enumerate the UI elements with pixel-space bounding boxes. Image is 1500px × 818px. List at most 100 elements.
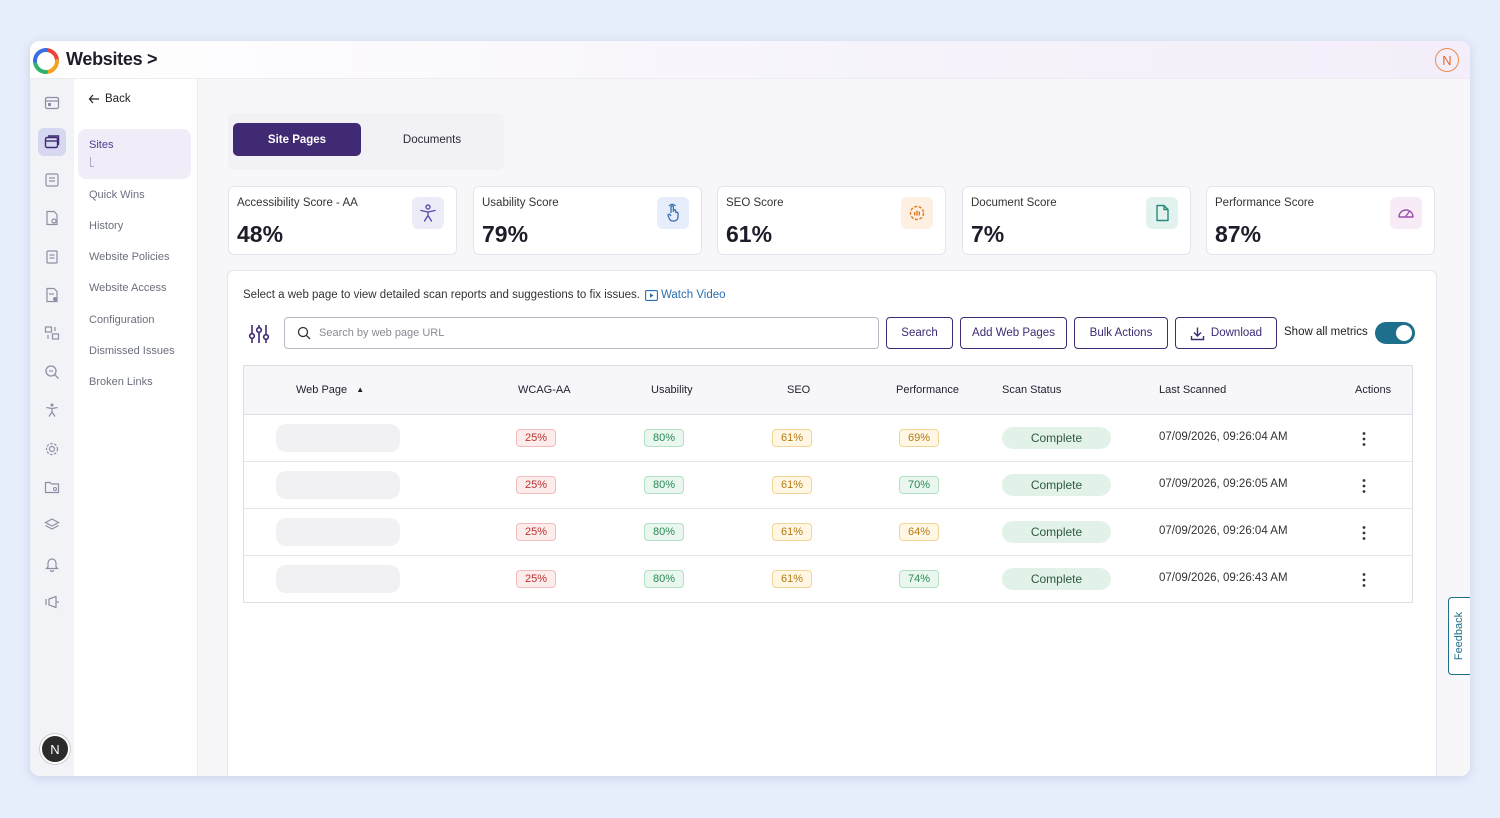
table-row[interactable]: 25% 80% 61% 64% Complete 07/09/2026, 09:… [244,509,1412,556]
tab-documents[interactable]: Documents [402,133,462,146]
sidebar-item-label: Sites [89,139,114,151]
score-label: Accessibility Score - AA [237,197,358,209]
col-scan-status[interactable]: Scan Status [1002,384,1062,396]
sidebar-item-dismissed-issues[interactable]: Dismissed Issues [89,345,175,357]
wcag-score-badge: 25% [516,429,556,447]
sidebar-item-website-policies[interactable]: Website Policies [89,251,170,263]
show-metrics-toggle[interactable] [1375,322,1415,344]
score-card-document[interactable]: Document Score 7% [962,186,1191,255]
wcag-score-badge: 25% [516,570,556,588]
filter-sliders-icon[interactable] [248,323,270,345]
app-logo-icon[interactable] [33,48,59,74]
score-label: Usability Score [482,197,559,209]
last-scanned-value: 07/09/2026, 09:26:43 AM [1159,572,1288,584]
seo-score-badge: 61% [772,429,812,447]
web-page-url-placeholder[interactable] [276,471,400,499]
websites-icon[interactable] [38,128,66,156]
more-actions-icon[interactable] [1360,431,1368,447]
add-web-pages-button[interactable]: Add Web Pages [960,317,1067,349]
accessibility-icon [412,197,444,229]
folder-icon[interactable] [38,473,66,501]
performance-score-badge: 69% [899,429,939,447]
app-window: Websites > N [30,41,1470,776]
megaphone-icon[interactable] [38,588,66,616]
sidebar-item-broken-links[interactable]: Broken Links [89,376,153,388]
web-page-url-placeholder[interactable] [276,424,400,452]
col-wcag[interactable]: WCAG-AA [518,384,571,396]
settings-icon[interactable] [38,435,66,463]
arrow-left-icon [88,94,99,104]
bulk-actions-button[interactable]: Bulk Actions [1074,317,1168,349]
sidebar-item-history[interactable]: History [89,220,124,232]
col-seo[interactable]: SEO [787,384,811,396]
web-page-url-placeholder[interactable] [276,565,400,593]
document-scan-icon[interactable] [38,204,66,232]
table-header: Web Page ▲ WCAG-AA Usability SEO Perform… [244,366,1412,415]
score-label: Document Score [971,197,1057,209]
table-row[interactable]: 25% 80% 61% 74% Complete 07/09/2026, 09:… [244,556,1412,603]
document-icon [1146,197,1178,229]
sidebar-item-sites[interactable]: Sites [78,129,191,179]
col-web-page[interactable]: Web Page ▲ [296,384,364,396]
top-bar: Websites > N [30,41,1470,79]
rail-user-avatar[interactable]: N [40,734,70,764]
bell-icon[interactable] [38,550,66,578]
back-button[interactable]: Back [88,93,131,105]
table-row[interactable]: 25% 80% 61% 70% Complete 07/09/2026, 09:… [244,462,1412,509]
search-scan-icon[interactable] [38,358,66,386]
table-row[interactable]: 25% 80% 61% 69% Complete 07/09/2026, 09:… [244,415,1412,462]
page-icon[interactable] [38,243,66,271]
col-last-scanned[interactable]: Last Scanned [1159,384,1227,396]
score-value: 48% [237,221,284,247]
score-card-performance[interactable]: Performance Score 87% [1206,186,1435,255]
last-scanned-value: 07/09/2026, 09:26:05 AM [1159,478,1288,490]
wcag-score-badge: 25% [516,476,556,494]
tab-site-pages[interactable]: Site Pages [233,123,361,156]
search-icon [297,326,311,340]
col-usability[interactable]: Usability [651,384,693,396]
search-input[interactable] [319,327,859,339]
sidebar-item-configuration[interactable]: Configuration [89,314,155,326]
sidebar-item-quick-wins[interactable]: Quick Wins [89,189,145,201]
scan-status-badge: Complete [1002,427,1111,449]
more-actions-icon[interactable] [1360,478,1368,494]
intro-text: Select a web page to view detailed scan … [243,289,726,301]
main-content: Site Pages Documents Accessibility Score… [198,79,1470,776]
more-actions-icon[interactable] [1360,525,1368,541]
compare-icon[interactable] [38,319,66,347]
sort-asc-icon[interactable]: ▲ [356,385,365,394]
scan-status-badge: Complete [1002,474,1111,496]
score-card-usability[interactable]: Usability Score 79% [473,186,702,255]
last-scanned-value: 07/09/2026, 09:26:04 AM [1159,525,1288,537]
download-button[interactable]: Download [1175,317,1277,349]
user-avatar[interactable]: N [1435,48,1459,72]
feedback-tab[interactable]: Feedback [1448,597,1470,675]
search-field[interactable] [284,317,879,349]
usability-score-badge: 80% [644,429,684,447]
watch-video-link[interactable]: Watch Video [645,289,726,301]
page-title[interactable]: Websites > [66,49,158,69]
more-actions-icon[interactable] [1360,572,1368,588]
tab-bar: Site Pages Documents [228,113,504,170]
score-card-seo[interactable]: SEO Score 61% [717,186,946,255]
search-button[interactable]: Search [886,317,953,349]
file-check-icon[interactable] [38,281,66,309]
reports-icon[interactable] [38,166,66,194]
show-metrics-label: Show all metrics [1284,326,1368,338]
speedometer-icon [1390,197,1422,229]
score-card-accessibility[interactable]: Accessibility Score - AA 48% [228,186,457,255]
sidebar-item-website-access[interactable]: Website Access [89,282,167,294]
performance-score-badge: 74% [899,570,939,588]
col-performance[interactable]: Performance [896,384,959,396]
sub-navigation: Back Sites Quick Wins History Website Po… [74,79,198,776]
web-page-url-placeholder[interactable] [276,518,400,546]
seo-gear-icon [901,197,933,229]
score-label: SEO Score [726,197,784,209]
tap-hand-icon [657,197,689,229]
dashboard-icon[interactable] [38,89,66,117]
performance-score-badge: 70% [899,476,939,494]
last-scanned-value: 07/09/2026, 09:26:04 AM [1159,431,1288,443]
accessibility-icon[interactable] [38,396,66,424]
layers-icon[interactable] [38,511,66,539]
usability-score-badge: 80% [644,476,684,494]
